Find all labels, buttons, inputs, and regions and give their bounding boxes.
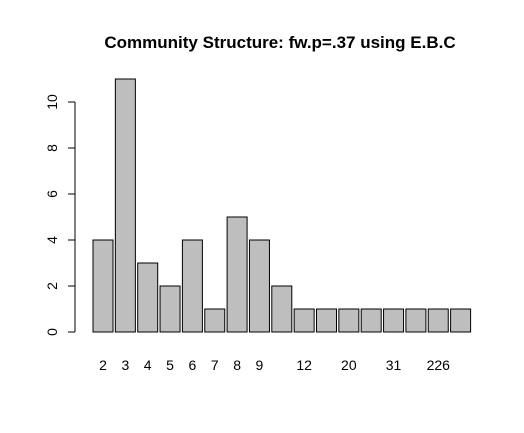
bar-series xyxy=(92,78,472,333)
bar-20 xyxy=(338,308,360,333)
bar-54 xyxy=(405,308,427,333)
bar-9 xyxy=(248,239,270,333)
x-tick-label: 9 xyxy=(256,357,264,373)
y-tick-label: 4 xyxy=(44,236,60,244)
x-tick-label: 7 xyxy=(211,357,219,373)
bar-12 xyxy=(293,308,315,333)
x-tick-label: 6 xyxy=(189,357,197,373)
chart-title: Community Structure: fw.p=.37 using E.B.… xyxy=(104,33,455,52)
bar-15 xyxy=(316,308,337,333)
y-tick-label: 2 xyxy=(44,282,60,290)
x-tick-label: 4 xyxy=(144,357,152,373)
y-tick-label: 6 xyxy=(44,190,60,198)
bar-3 xyxy=(114,78,136,333)
y-tick-label: 0 xyxy=(44,328,60,336)
x-tick-label: 12 xyxy=(296,357,312,373)
y-tick-label: 10 xyxy=(44,94,60,110)
bar-8 xyxy=(226,216,248,333)
bar-7 xyxy=(204,308,226,333)
x-tick-label: 2 xyxy=(99,357,107,373)
bar-27 xyxy=(360,308,382,333)
bar-6 xyxy=(181,239,203,333)
bar-279 xyxy=(450,308,472,333)
bar-226 xyxy=(427,308,449,333)
x-tick-label: 20 xyxy=(341,357,357,373)
x-tick-label: 31 xyxy=(386,357,402,373)
bar-2 xyxy=(92,239,114,333)
bar-31 xyxy=(383,308,405,333)
bar-10 xyxy=(271,285,293,333)
bar-5 xyxy=(159,285,181,333)
x-axis-labels: 2 3 4 5 6 7 8 9 12 20 31 226 xyxy=(99,357,450,373)
x-tick-label: 226 xyxy=(427,357,451,373)
x-tick-label: 3 xyxy=(121,357,129,373)
y-axis: 0 2 4 6 8 10 xyxy=(44,94,76,336)
y-tick-label: 8 xyxy=(44,144,60,152)
x-tick-label: 5 xyxy=(166,357,174,373)
x-tick-label: 8 xyxy=(233,357,241,373)
bar-4 xyxy=(137,262,159,333)
